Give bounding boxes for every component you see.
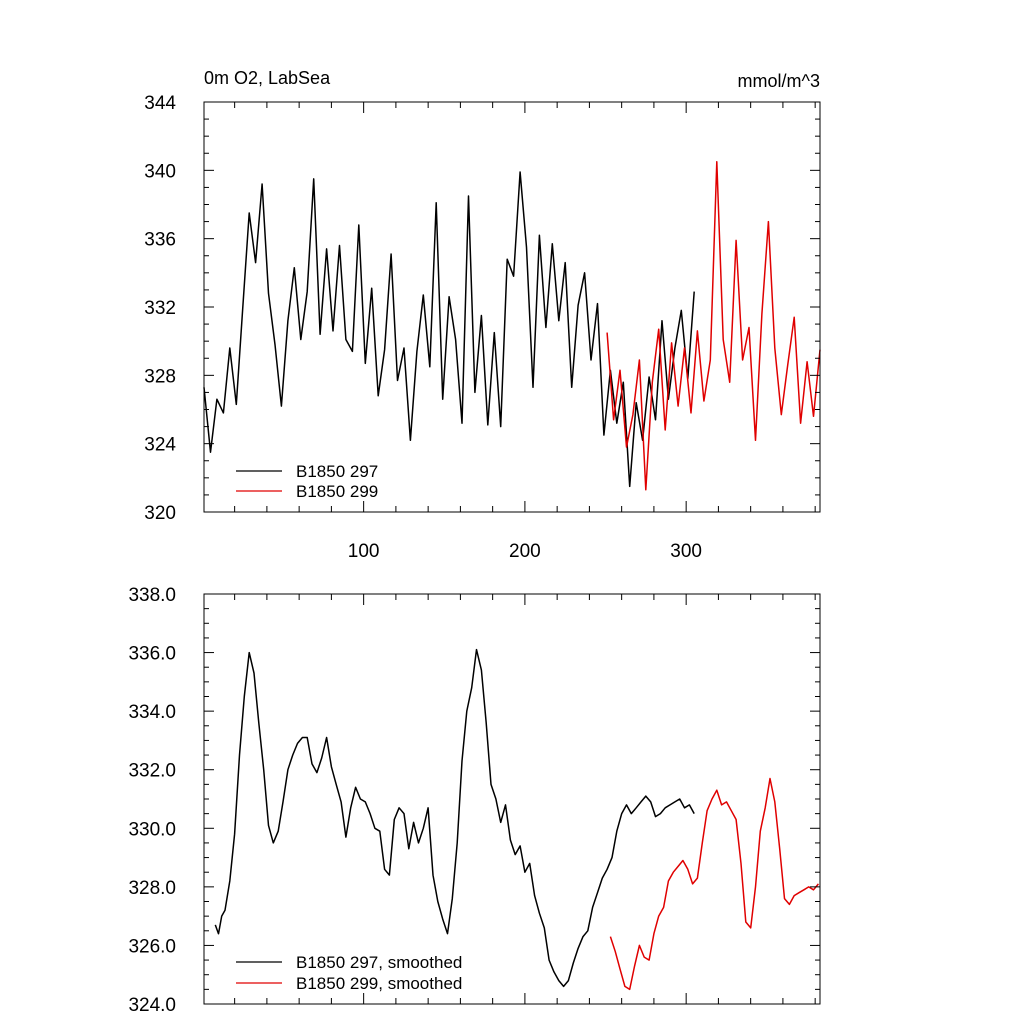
series-line-b1850-299-smoothed	[609, 777, 819, 991]
legend-label-b1850-299: B1850 299	[296, 482, 378, 501]
x-tick-label: 100	[348, 541, 380, 562]
bottom-chart-legend: B1850 297, smoothed B1850 299, smoothed	[236, 953, 462, 993]
y-tick-label: 326.0	[128, 936, 176, 957]
y-tick-label: 336	[144, 230, 176, 251]
series-line-b1850-297-smoothed	[214, 648, 695, 988]
legend-label-b1850-299-smoothed: B1850 299, smoothed	[296, 974, 462, 993]
y-tick-label: 328.0	[128, 878, 176, 899]
bottom-chart-plot-frame	[203, 593, 821, 1005]
series-line-b1850-299	[606, 161, 821, 491]
y-tick-label: 328	[144, 366, 176, 387]
series-line-b1850-297	[203, 171, 695, 488]
y-tick-label: 320	[144, 503, 176, 524]
y-tick-label: 332	[144, 298, 176, 319]
legend-label-b1850-297-smoothed: B1850 297, smoothed	[296, 953, 462, 972]
y-tick-label: 330.0	[128, 819, 176, 840]
bottom-chart-series-group	[214, 648, 819, 991]
bottom-chart-ticks-group	[204, 593, 820, 1005]
top-chart-title: 0m O2, LabSea	[204, 68, 331, 88]
y-tick-label: 334.0	[128, 702, 176, 723]
y-tick-label: 340	[144, 161, 176, 182]
y-tick-label: 338.0	[128, 585, 176, 606]
bottom-chart-tick-labels-group: 324.0 326.0 328.0 330.0 332.0 334.0 336.0 338.0	[128, 585, 176, 1016]
y-tick-label: 332.0	[128, 761, 176, 782]
top-chart-plot-frame	[203, 101, 821, 513]
bottom-chart-panel: 324.0 326.0 328.0 330.0 332.0 334.0 336.0 338.0…	[128, 585, 821, 1016]
x-tick-label: 200	[509, 541, 541, 562]
top-chart-panel: 0m O2, LabSea mmol/m^3 320 324 328 332 336 34…	[144, 68, 821, 562]
y-tick-label: 336.0	[128, 644, 176, 665]
legend-label-b1850-297: B1850 297	[296, 462, 378, 481]
top-chart-units: mmol/m^3	[738, 71, 820, 91]
top-chart-tick-labels-group: 320 324 328 332 336 340 344 100 200 300	[144, 93, 702, 562]
top-chart-ticks-group	[204, 101, 820, 513]
top-chart-series-group	[203, 161, 821, 491]
x-tick-label: 300	[670, 541, 702, 562]
y-tick-label: 324	[144, 435, 176, 456]
y-tick-label: 344	[144, 93, 176, 114]
y-tick-label: 324.0	[128, 995, 176, 1016]
top-chart-legend: B1850 297 B1850 299	[236, 462, 378, 501]
